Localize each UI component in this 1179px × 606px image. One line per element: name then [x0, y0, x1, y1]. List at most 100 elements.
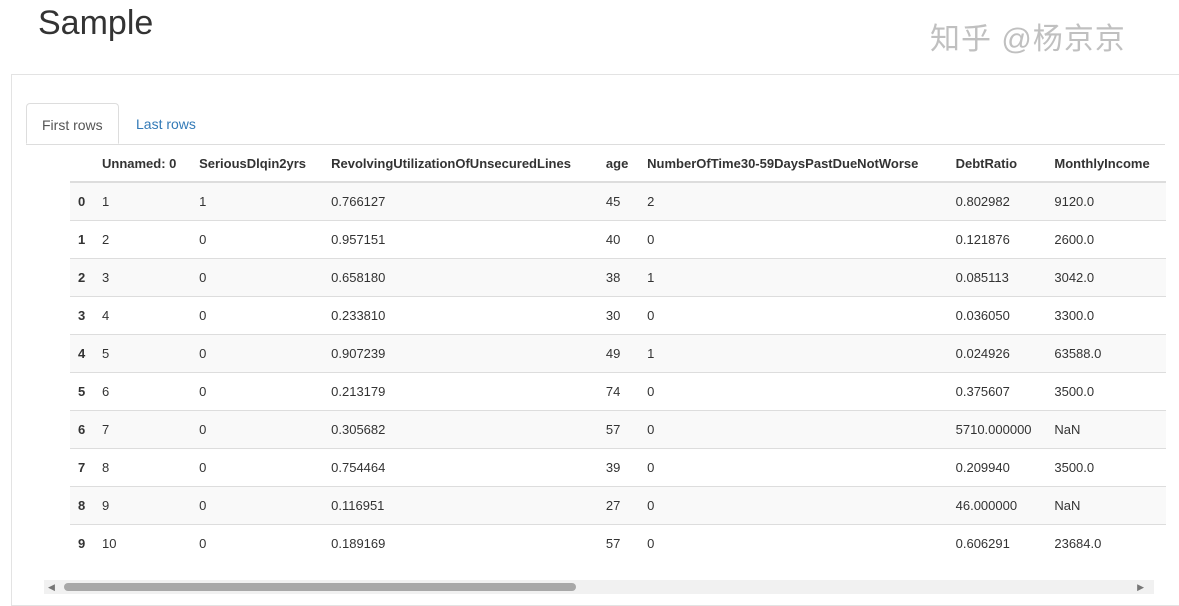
row-index: 8 [78, 498, 86, 513]
horizontal-scrollbar[interactable]: ◀ ▶ [44, 580, 1154, 594]
column-header: NumberOfTime30-59DaysPastDueNotWorse [639, 145, 948, 183]
table-cell: 74 [605, 384, 621, 399]
table-cell: 0 [199, 460, 207, 475]
table-cell: 5710.000000 [955, 422, 1032, 437]
table-cell: NaN [1054, 422, 1081, 437]
table-cell: 23684.0 [1054, 536, 1102, 551]
table-cell: 0.121876 [955, 232, 1010, 247]
table-cell: 38 [605, 270, 621, 285]
table-cell: 0 [647, 384, 655, 399]
table-cell: 0.305682 [331, 422, 386, 437]
table-cell: 0 [199, 536, 207, 551]
table-row: 9 10 0 0.189169 57 0 0.606291 23684.0 [70, 524, 1166, 563]
table-row: 7 8 0 0.754464 39 0 0.209940 3500.0 [70, 448, 1166, 487]
table-cell: 10 [102, 536, 117, 551]
row-index: 6 [78, 422, 86, 437]
scroll-right-icon[interactable]: ▶ [1137, 582, 1144, 592]
row-index: 3 [78, 308, 86, 323]
column-header: age [597, 145, 640, 183]
table-cell: 3 [102, 270, 110, 285]
table-cell: 3042.0 [1054, 270, 1095, 285]
row-index: 1 [78, 232, 86, 247]
table-cell: 0 [647, 536, 655, 551]
row-index: 9 [78, 536, 86, 551]
table-cell: 57 [605, 422, 621, 437]
table-cell: 3500.0 [1054, 384, 1095, 399]
table-cell: 1 [199, 194, 207, 209]
table-cell: 0.907239 [331, 346, 386, 361]
table-cell: 0.189169 [331, 536, 386, 551]
table-cell: 0 [199, 498, 207, 513]
tab-last-rows[interactable]: Last rows [136, 116, 196, 132]
table-cell: 0.116951 [331, 498, 385, 513]
table-cell: 30 [605, 308, 621, 323]
page-title: Sample [38, 4, 154, 42]
table-cell: 63588.0 [1054, 346, 1102, 361]
table-cell: 27 [605, 498, 621, 513]
header-row: Unnamed: 0 SeriousDlqin2yrs RevolvingUtili… [70, 145, 1166, 183]
table-cell: 9120.0 [1054, 194, 1095, 209]
table-row: 0 1 1 0.766127 45 2 0.802982 9120.0 [70, 182, 1166, 221]
table-cell: 0 [647, 308, 655, 323]
table-cell: 57 [605, 536, 621, 551]
row-index: 0 [78, 194, 86, 209]
table-cell: 0 [199, 346, 207, 361]
table-cell: 0 [199, 384, 207, 399]
table-cell: 0.658180 [331, 270, 386, 285]
table-cell: 8 [102, 460, 110, 475]
table-cell: 0.802982 [955, 194, 1010, 209]
table-cell: 1 [102, 194, 110, 209]
watermark: 知乎 @杨京京 [930, 23, 1126, 56]
table-cell: 0.375607 [955, 384, 1010, 399]
table-cell: 0 [199, 270, 207, 285]
table-cell: 1 [647, 346, 655, 361]
table-cell: 0 [199, 308, 207, 323]
table-cell: 2600.0 [1054, 232, 1095, 247]
column-header: DebtRatio [947, 145, 1047, 183]
table-cell: 49 [605, 346, 621, 361]
table-cell: 9 [102, 498, 110, 513]
table-cell: 0.233810 [331, 308, 386, 323]
table-cell: 5 [102, 346, 110, 361]
column-header: SeriousDlqin2yrs [191, 145, 324, 183]
table-cell: 4 [102, 308, 110, 323]
table-cell: 0.957151 [331, 232, 386, 247]
table-cell: 0.213179 [331, 384, 386, 399]
table-cell: 0 [647, 232, 655, 247]
table-row: 1 2 0 0.957151 40 0 0.121876 2600.0 [70, 220, 1166, 259]
data-table: Unnamed: 0 SeriousDlqin2yrs RevolvingUtili… [70, 145, 1166, 562]
table-cell: 0.754464 [331, 460, 386, 475]
table-cell: 40 [605, 232, 621, 247]
column-header: RevolvingUtilizationOfUnsecuredLines [323, 145, 598, 183]
row-index: 7 [78, 460, 86, 475]
table-row: 3 4 0 0.233810 30 0 0.036050 3300.0 [70, 296, 1166, 335]
table-cell: 7 [102, 422, 110, 437]
table-cell: NaN [1054, 498, 1081, 513]
row-index: 2 [78, 270, 86, 285]
table-cell: 46.000000 [955, 498, 1018, 513]
table-cell: 39 [605, 460, 621, 475]
table-cell: 0.024926 [955, 346, 1010, 361]
table-cell: 0 [647, 422, 655, 437]
scroll-left-icon[interactable]: ◀ [48, 582, 55, 592]
table-row: 8 9 0 0.116951 27 0 46.000000 NaN [70, 486, 1166, 525]
column-header [70, 145, 94, 183]
table-cell: 2 [102, 232, 110, 247]
table-row: 6 7 0 0.305682 57 0 5710.000000 NaN [70, 410, 1166, 449]
row-index: 4 [78, 346, 86, 361]
table-cell: 3500.0 [1054, 460, 1095, 475]
table-cell: 0.085113 [955, 270, 1009, 285]
table-cell: 45 [605, 194, 621, 209]
table-row: 4 5 0 0.907239 49 1 0.024926 63588.0 [70, 334, 1166, 373]
table-cell: 6 [102, 384, 110, 399]
table-cell: 0 [199, 232, 207, 247]
column-header: Unnamed: 0 [94, 145, 192, 183]
table-cell: 0 [647, 498, 655, 513]
table-cell: 0.209940 [955, 460, 1010, 475]
column-header: MonthlyIncome [1046, 145, 1166, 183]
table-row: 5 6 0 0.213179 74 0 0.375607 3500.0 [70, 372, 1166, 411]
scrollbar-thumb[interactable] [64, 583, 576, 591]
table-cell: 0.606291 [955, 536, 1010, 551]
tab-first-rows[interactable]: First rows [26, 103, 119, 144]
table-cell: 0 [199, 422, 207, 437]
